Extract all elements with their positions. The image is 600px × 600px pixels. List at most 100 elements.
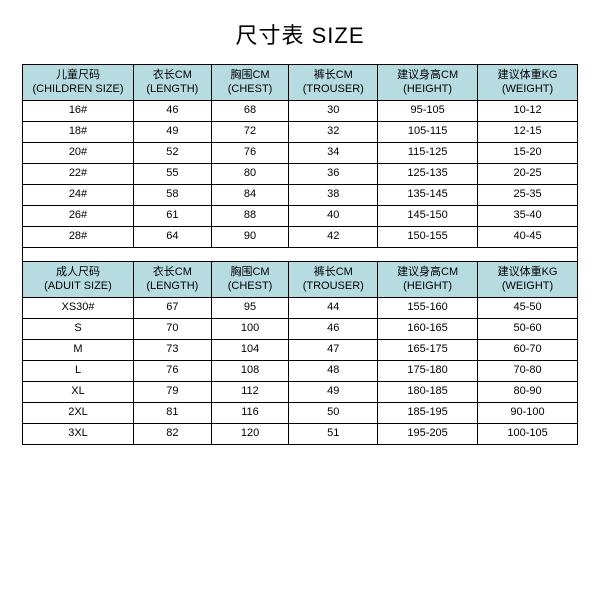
table-cell: 100 <box>211 319 289 340</box>
table-cell: 88 <box>211 206 289 227</box>
header-cn: 儿童尺码 <box>24 69 132 83</box>
column-header: 建议身高CM(HEIGHT) <box>378 262 478 298</box>
table-cell: 18# <box>23 122 134 143</box>
table-cell: 24# <box>23 185 134 206</box>
table-row: 26#618840145-15035-40 <box>23 206 578 227</box>
table-cell: 20# <box>23 143 134 164</box>
gap-row <box>23 248 578 262</box>
table-cell: 108 <box>211 361 289 382</box>
table-cell: 67 <box>134 298 212 319</box>
table-cell: 52 <box>134 143 212 164</box>
header-cn: 建议体重KG <box>479 266 576 280</box>
table-cell: 45-50 <box>478 298 578 319</box>
header-en: (CHEST) <box>213 280 288 294</box>
table-cell: 116 <box>211 403 289 424</box>
column-header: 建议身高CM(HEIGHT) <box>378 65 478 101</box>
table-cell: 82 <box>134 424 212 445</box>
table-cell: 20-25 <box>478 164 578 185</box>
table-cell: 50-60 <box>478 319 578 340</box>
table-cell: 68 <box>211 101 289 122</box>
table-cell: M <box>23 340 134 361</box>
column-header: 裤长CM(TROUSER) <box>289 65 378 101</box>
table-cell: 135-145 <box>378 185 478 206</box>
table-row: S7010046160-16550-60 <box>23 319 578 340</box>
table-cell: 58 <box>134 185 212 206</box>
table-cell: 40-45 <box>478 227 578 248</box>
table-cell: 195-205 <box>378 424 478 445</box>
table-cell: 46 <box>134 101 212 122</box>
column-header: 建议体重KG(WEIGHT) <box>478 65 578 101</box>
table-row: 3XL8212051195-205100-105 <box>23 424 578 445</box>
table-cell: 175-180 <box>378 361 478 382</box>
table-cell: 120 <box>211 424 289 445</box>
table-cell: 50 <box>289 403 378 424</box>
table-cell: 165-175 <box>378 340 478 361</box>
table-cell: 105-115 <box>378 122 478 143</box>
table-cell: 55 <box>134 164 212 185</box>
table-cell: 185-195 <box>378 403 478 424</box>
table-cell: 100-105 <box>478 424 578 445</box>
table-cell: 70 <box>134 319 212 340</box>
table-cell: 72 <box>211 122 289 143</box>
table-cell: 49 <box>289 382 378 403</box>
table-cell: 30 <box>289 101 378 122</box>
table-cell: L <box>23 361 134 382</box>
table-cell: XL <box>23 382 134 403</box>
table-cell: 48 <box>289 361 378 382</box>
size-chart-page: 尺寸表 SIZE 儿童尺码(CHILDREN SIZE)衣长CM(LENGTH)… <box>0 0 600 445</box>
header-cn: 衣长CM <box>135 266 210 280</box>
column-header: 儿童尺码(CHILDREN SIZE) <box>23 65 134 101</box>
header-cn: 裤长CM <box>290 266 376 280</box>
header-en: (LENGTH) <box>135 83 210 97</box>
table-cell: 80-90 <box>478 382 578 403</box>
table-cell: 90 <box>211 227 289 248</box>
table-cell: 2XL <box>23 403 134 424</box>
table-cell: 104 <box>211 340 289 361</box>
table-row: 20#527634115-12515-20 <box>23 143 578 164</box>
table-cell: 42 <box>289 227 378 248</box>
table-row: 24#588438135-14525-35 <box>23 185 578 206</box>
table-cell: 10-12 <box>478 101 578 122</box>
column-header: 胸围CM(CHEST) <box>211 65 289 101</box>
table-cell: 95-105 <box>378 101 478 122</box>
column-header: 建议体重KG(WEIGHT) <box>478 262 578 298</box>
table-cell: 40 <box>289 206 378 227</box>
table-cell: 61 <box>134 206 212 227</box>
table-cell: 76 <box>134 361 212 382</box>
header-en: (TROUSER) <box>290 280 376 294</box>
header-en: (HEIGHT) <box>379 83 476 97</box>
table-row: XS30#679544155-16045-50 <box>23 298 578 319</box>
table-cell: 25-35 <box>478 185 578 206</box>
header-en: (HEIGHT) <box>379 280 476 294</box>
header-cn: 胸围CM <box>213 69 288 83</box>
header-cn: 成人尺码 <box>24 266 132 280</box>
table-cell: 49 <box>134 122 212 143</box>
table-cell: XS30# <box>23 298 134 319</box>
column-header: 衣长CM(LENGTH) <box>134 262 212 298</box>
size-table: 儿童尺码(CHILDREN SIZE)衣长CM(LENGTH)胸围CM(CHES… <box>22 64 578 445</box>
table-cell: 26# <box>23 206 134 227</box>
table-cell: 76 <box>211 143 289 164</box>
table-cell: 36 <box>289 164 378 185</box>
table-cell: S <box>23 319 134 340</box>
table-cell: 15-20 <box>478 143 578 164</box>
table-cell: 16# <box>23 101 134 122</box>
table-cell: 80 <box>211 164 289 185</box>
table-cell: 73 <box>134 340 212 361</box>
table-row: 2XL8111650185-19590-100 <box>23 403 578 424</box>
table-cell: 46 <box>289 319 378 340</box>
column-header: 成人尺码(ADUIT SIZE) <box>23 262 134 298</box>
table-row: XL7911249180-18580-90 <box>23 382 578 403</box>
children-header-row: 儿童尺码(CHILDREN SIZE)衣长CM(LENGTH)胸围CM(CHES… <box>23 65 578 101</box>
table-row: L7610848175-18070-80 <box>23 361 578 382</box>
table-row: M7310447165-17560-70 <box>23 340 578 361</box>
table-cell: 70-80 <box>478 361 578 382</box>
page-title: 尺寸表 SIZE <box>22 18 578 50</box>
header-cn: 裤长CM <box>290 69 376 83</box>
header-en: (CHILDREN SIZE) <box>24 83 132 97</box>
header-cn: 建议身高CM <box>379 266 476 280</box>
table-cell: 3XL <box>23 424 134 445</box>
header-cn: 衣长CM <box>135 69 210 83</box>
header-en: (LENGTH) <box>135 280 210 294</box>
table-row: 16#46683095-10510-12 <box>23 101 578 122</box>
